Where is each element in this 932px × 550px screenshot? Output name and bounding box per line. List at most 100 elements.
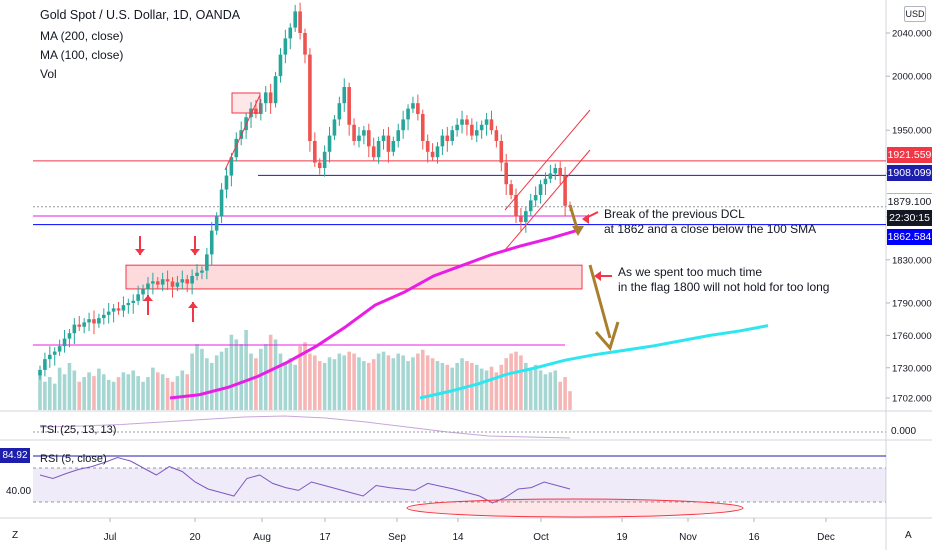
candle-body (479, 124, 484, 131)
candle-body (445, 135, 450, 141)
rsi-line (39, 457, 571, 504)
volume-bar (474, 364, 479, 410)
candle-body (425, 140, 430, 152)
zoom-button[interactable]: Z (12, 530, 19, 541)
legend-ma200[interactable]: MA (200, close) (40, 29, 124, 43)
volume-bar (77, 381, 82, 410)
candle-body (67, 333, 72, 339)
candle-body (563, 175, 567, 206)
volume-bar (313, 355, 317, 410)
volume-bar (406, 361, 410, 410)
candle-body (151, 281, 155, 284)
volume-bar (538, 370, 543, 410)
candle-body (411, 103, 415, 109)
volume-bar (357, 357, 361, 410)
volume-bar (48, 377, 52, 410)
auto-scale-button[interactable]: A (905, 530, 912, 541)
volume-bar (155, 372, 160, 410)
candle-body (155, 281, 160, 285)
volume-bar (381, 351, 386, 410)
volume-bar (273, 339, 278, 410)
volume-bar (386, 355, 391, 410)
candle-body (494, 130, 499, 141)
legend-ma100[interactable]: MA (100, close) (40, 48, 124, 62)
tsi-value: 0.000 (891, 426, 917, 437)
volume-bar (234, 339, 239, 410)
price-tick-label: 1950.000 (892, 126, 932, 137)
volume-bar (111, 381, 116, 410)
volume-bar (72, 370, 77, 410)
candle-body (401, 119, 405, 131)
currency-badge[interactable]: USD (904, 6, 926, 22)
volume-bar (121, 372, 126, 410)
candle-body (224, 175, 229, 190)
volume-bar (116, 377, 121, 410)
flag-note-line2: in the flag 1800 will not hold for too l… (618, 280, 830, 294)
volume-bar (219, 351, 224, 410)
volume-bar (435, 361, 440, 410)
time-tick-label: Aug (253, 532, 271, 543)
candle-body (116, 308, 121, 311)
candle-body (347, 86, 351, 125)
channel-upper-line (504, 109, 591, 211)
volume-bar (396, 353, 401, 410)
volume-bar (524, 362, 528, 410)
volume-bar (391, 358, 396, 410)
volume-bar (548, 372, 553, 410)
projection-arrowhead-2 (594, 321, 620, 352)
price-tick-label: 1790.000 (892, 298, 932, 309)
price-tick-label: 2000.000 (892, 72, 932, 83)
red-arrow-head (190, 249, 200, 255)
volume-bar (126, 374, 131, 410)
candle-body (43, 359, 47, 370)
tsi-label[interactable]: TSI (25, 13, 13) (40, 424, 117, 436)
volume-bar (151, 367, 155, 410)
candle-body (87, 319, 91, 323)
candle-body (165, 279, 170, 282)
volume-bar (175, 376, 180, 410)
candle-body (504, 162, 509, 185)
candle-body (337, 103, 342, 120)
volume-bar (249, 353, 253, 410)
candle-body (62, 338, 67, 347)
candle-body (342, 86, 347, 104)
last-price-tag: 1879.100 (887, 193, 932, 210)
chart-title: Gold Spot / U.S. Dollar, 1D, OANDA (40, 8, 241, 22)
projection-arrowhead-1 (572, 226, 584, 236)
volume-bar (106, 379, 111, 410)
candle-body (38, 369, 42, 376)
candle-body (406, 108, 410, 120)
upper-line-price-tag: 1908.099 (887, 165, 932, 181)
time-tick-label: 17 (319, 532, 331, 543)
volume-bar (563, 377, 567, 410)
price-tick-label: 1730.000 (892, 363, 932, 374)
red-arrow-head (135, 249, 145, 255)
demand-zone (125, 264, 583, 290)
volume-bar (205, 358, 209, 410)
candle-body (234, 138, 239, 158)
legend-volume[interactable]: Vol (40, 67, 57, 81)
candle-body (268, 92, 273, 104)
volume-bar (224, 347, 229, 410)
volume-bar (553, 370, 558, 410)
break-note: Break of the previous DCL at 1862 and a … (604, 207, 816, 237)
candle-body (371, 146, 376, 158)
candle-body (209, 230, 214, 255)
volume-bar (254, 358, 258, 410)
candle-body (430, 151, 435, 158)
volume-bar (298, 346, 302, 410)
volume-bar (209, 362, 214, 410)
candle-body (474, 130, 479, 136)
volume-bar (411, 357, 415, 410)
candle-body (101, 314, 106, 319)
time-tick-label: Nov (679, 532, 697, 543)
candle-body (146, 283, 150, 289)
candle-body (254, 108, 258, 114)
price-tick-label: 1760.000 (892, 331, 932, 342)
rsi-label[interactable]: RSI (5, close) (40, 453, 107, 465)
volume-bar (425, 355, 430, 410)
volume-bar (455, 362, 459, 410)
price-tick-label: 1702.000 (892, 394, 932, 405)
volume-bar (337, 353, 342, 410)
